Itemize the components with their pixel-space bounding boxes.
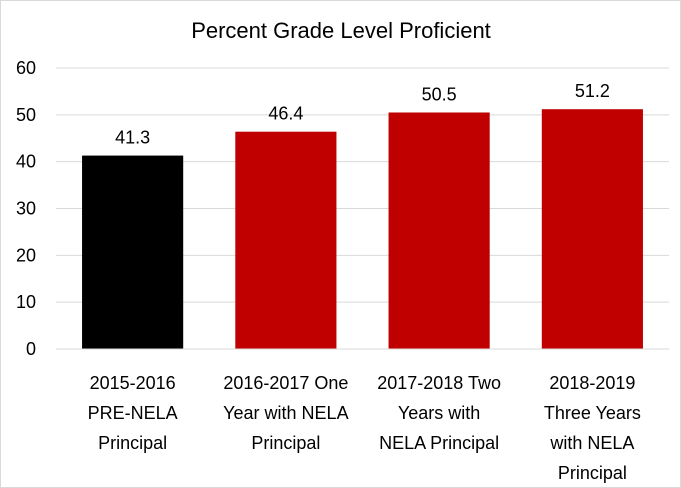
bars [82, 109, 643, 349]
data-label: 51.2 [575, 81, 610, 101]
data-labels: 41.3 46.4 50.5 51.2 [115, 81, 610, 147]
chart-title: Percent Grade Level Proficient [191, 18, 491, 43]
x-category-label-line: 2016-2017 One [223, 373, 348, 393]
data-label: 50.5 [422, 84, 457, 104]
x-category-label-line: NELA Principal [379, 433, 499, 453]
y-tick-label: 30 [16, 199, 36, 219]
y-tick-label: 0 [26, 339, 36, 359]
x-category-label-line: Principal [98, 433, 167, 453]
data-label: 46.4 [268, 104, 303, 124]
y-tick-label: 50 [16, 105, 36, 125]
bar [388, 112, 490, 349]
data-label: 41.3 [115, 128, 150, 148]
x-category-label-line: PRE-NELA [88, 403, 178, 423]
bar [235, 131, 337, 349]
x-category-label-line: 2015-2016 [90, 373, 176, 393]
x-category-label-line: Year with NELA [223, 403, 348, 423]
y-tick-label: 60 [16, 58, 36, 78]
x-category-label-line: 2018-2019 [549, 373, 635, 393]
x-category-label-line: Principal [251, 433, 320, 453]
bar [541, 109, 643, 349]
x-category-label-line: Three Years [544, 403, 641, 423]
x-category-label-line: with NELA [549, 433, 634, 453]
bar [82, 155, 184, 349]
x-category-label-line: Principal [558, 463, 627, 483]
x-category-label-line: Years with [398, 403, 480, 423]
y-tick-label: 40 [16, 152, 36, 172]
y-tick-label: 10 [16, 292, 36, 312]
x-category-label-line: 2017-2018 Two [377, 373, 501, 393]
y-axis-tick-labels: 0 10 20 30 40 50 60 [16, 58, 36, 359]
x-axis-category-labels: 2015-2016 PRE-NELA Principal 2016-2017 One Y… [88, 373, 641, 483]
y-tick-label: 20 [16, 245, 36, 265]
